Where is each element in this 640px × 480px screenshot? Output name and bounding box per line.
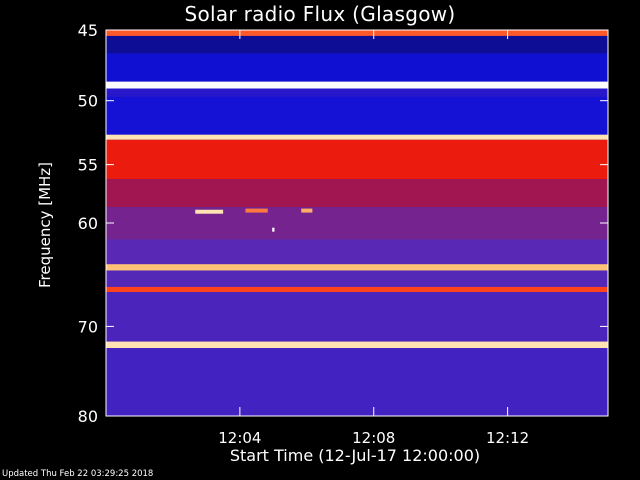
- spectrum-band-9: [106, 207, 608, 240]
- spectrum-band-7: [106, 139, 608, 180]
- radio-burst-0: [195, 209, 224, 214]
- y-tick-label-60: 60: [78, 214, 98, 233]
- radio-burst-1: [245, 208, 268, 213]
- spectrum-band-6: [106, 134, 608, 140]
- spectrum-band-4: [106, 88, 608, 97]
- plot-area: [106, 30, 608, 416]
- y-tick-label-50: 50: [78, 92, 98, 111]
- spectrum-band-8: [106, 179, 608, 208]
- chart-title: Solar radio Flux (Glasgow): [184, 2, 456, 26]
- spectrum-band-13: [106, 286, 608, 293]
- x-tick-label-12:12: 12:12: [486, 429, 529, 447]
- spectrum-band-16: [106, 348, 608, 416]
- spectrum-band-3: [106, 81, 608, 89]
- x-tick-label-12:04: 12:04: [218, 429, 261, 447]
- radio-burst-2: [301, 208, 313, 213]
- y-tick-label-70: 70: [78, 317, 98, 336]
- spectrum-band-2: [106, 53, 608, 82]
- radio-burst-3: [272, 227, 275, 232]
- spectrum-band-1: [106, 35, 608, 54]
- updated-timestamp: Updated Thu Feb 22 03:29:25 2018: [2, 469, 154, 479]
- y-tick-label-45: 45: [78, 21, 98, 40]
- axes: 45 50 55 60 70 80 12:04 12:08 12:12: [78, 21, 609, 447]
- y-tick-label-55: 55: [78, 156, 98, 175]
- x-tick-label-12:08: 12:08: [352, 429, 395, 447]
- spectrum-band-12: [106, 270, 608, 287]
- spectrum-band-15: [106, 341, 608, 349]
- spectrum-band-14: [106, 292, 608, 342]
- spectrum-band-11: [106, 264, 608, 271]
- spectrum-band-5: [106, 96, 608, 135]
- spectrum-band-10: [106, 239, 608, 265]
- spectrum-band-0: [106, 30, 608, 36]
- y-tick-label-80: 80: [78, 407, 98, 426]
- x-axis-label: Start Time (12-Jul-17 12:00:00): [229, 446, 481, 465]
